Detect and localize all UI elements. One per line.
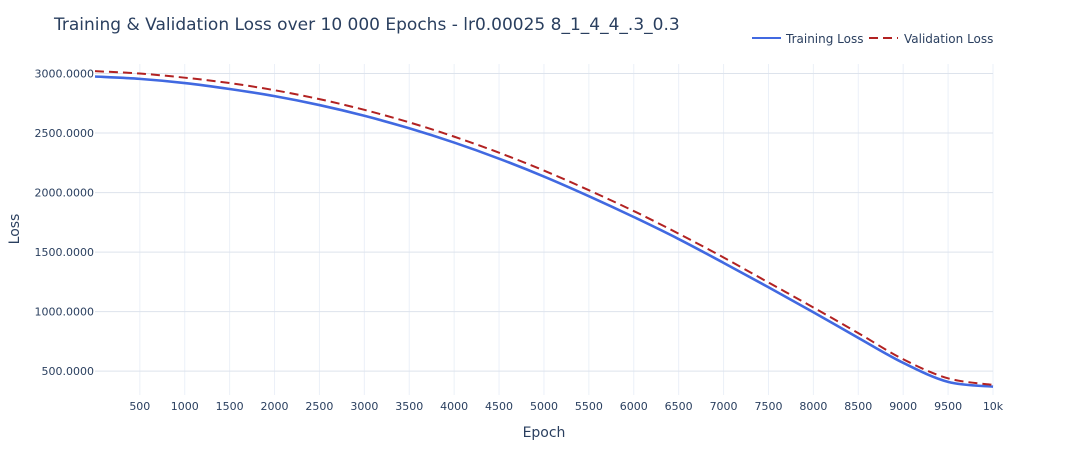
legend-item-training[interactable]: Training Loss	[752, 32, 863, 46]
x-tick-label: 7500	[754, 400, 782, 413]
x-tick-label: 5500	[575, 400, 603, 413]
x-tick-label: 5000	[530, 400, 558, 413]
y-tick-label: 500.0000	[42, 365, 95, 378]
x-tick-label: 4500	[485, 400, 513, 413]
x-tick-label: 7000	[710, 400, 738, 413]
grid-lines	[95, 64, 994, 395]
x-axis-title: Epoch	[523, 425, 566, 441]
y-axis-ticks: 500.0000 1000.0000 1500.0000 2000.0000 2500.…	[35, 68, 95, 379]
x-tick-label: 8500	[844, 400, 872, 413]
legend-label-validation: Validation Loss	[904, 32, 993, 46]
x-axis-ticks: 500 1000 1500 2000 2500 3000 3500 4000 4500 5000 5…	[129, 400, 1003, 413]
x-tick-label: 9000	[889, 400, 917, 413]
x-tick-label: 2000	[261, 400, 289, 413]
legend-label-training: Training Loss	[785, 32, 863, 46]
x-tick-label: 500	[129, 400, 150, 413]
x-tick-label: 6000	[620, 400, 648, 413]
y-tick-label: 3000.0000	[35, 68, 95, 81]
x-tick-label: 1500	[216, 400, 244, 413]
y-tick-label: 2500.0000	[35, 127, 95, 140]
x-tick-label: 4000	[440, 400, 468, 413]
chart-title: Training & Validation Loss over 10 000 E…	[53, 15, 680, 35]
y-tick-label: 2000.0000	[35, 187, 95, 200]
series-lines	[94, 70, 994, 388]
y-axis-title: Loss	[7, 214, 23, 245]
x-tick-label: 6500	[665, 400, 693, 413]
training-loss-line	[94, 75, 994, 388]
x-tick-label: 9500	[934, 400, 962, 413]
x-tick-label: 3500	[395, 400, 423, 413]
x-tick-label: 2500	[305, 400, 333, 413]
y-tick-label: 1000.0000	[35, 306, 95, 319]
y-tick-label: 1500.0000	[35, 246, 95, 259]
x-tick-label: 8000	[799, 400, 827, 413]
validation-loss-line	[94, 70, 994, 386]
x-tick-label: 1000	[171, 400, 199, 413]
legend: Training Loss Validation Loss	[752, 32, 993, 46]
x-tick-label: 10k	[983, 400, 1004, 413]
x-tick-label: 3000	[350, 400, 378, 413]
legend-item-validation[interactable]: Validation Loss	[869, 32, 993, 46]
